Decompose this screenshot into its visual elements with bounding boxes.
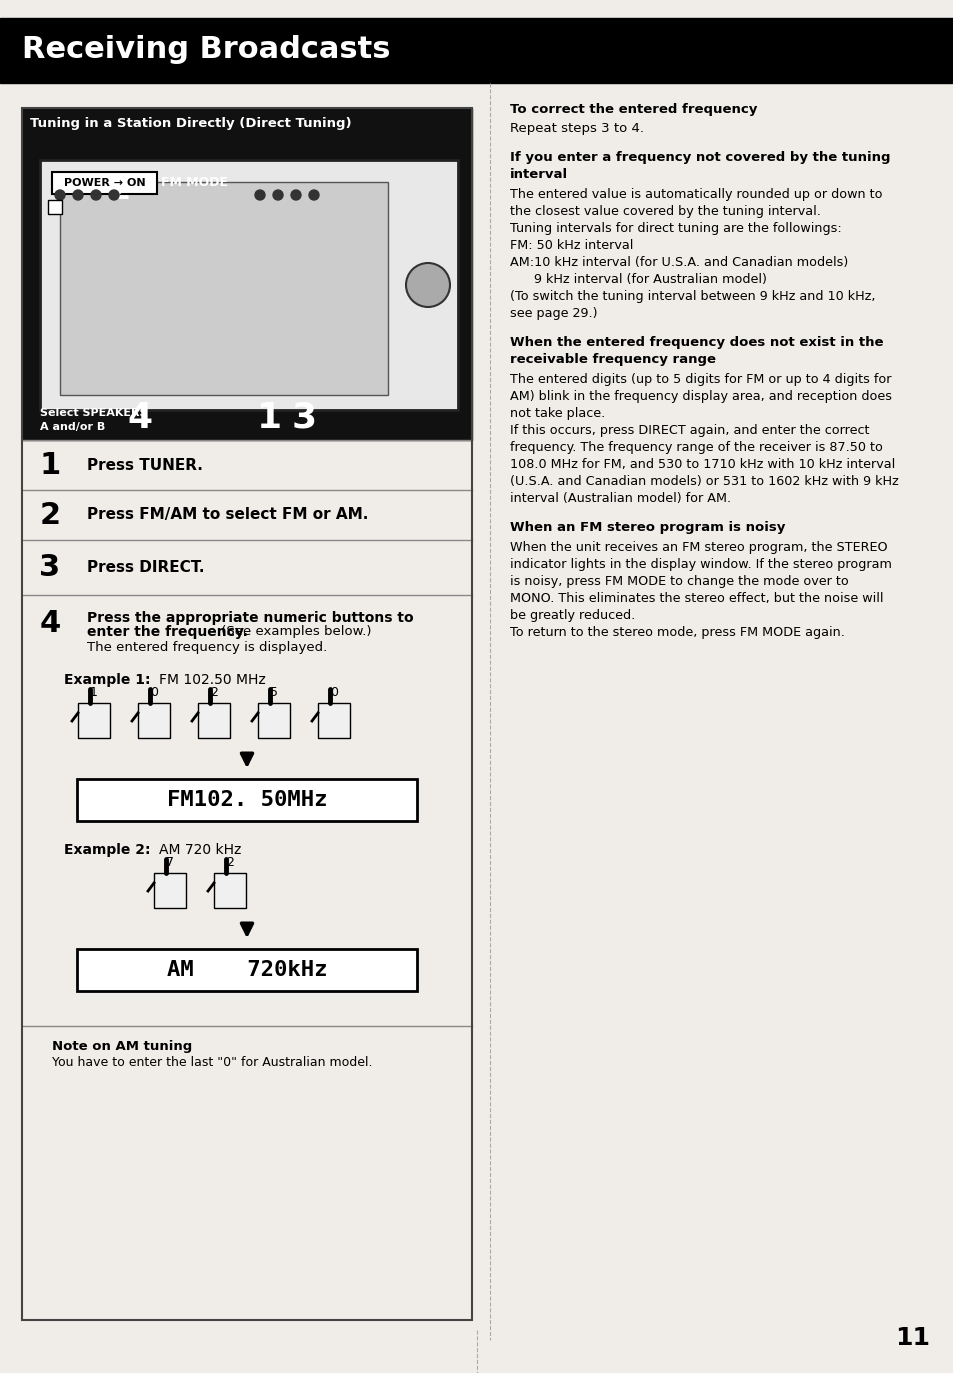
Text: AM 720 kHz: AM 720 kHz <box>159 843 241 857</box>
Bar <box>60 183 388 395</box>
Bar <box>48 200 62 214</box>
Text: be greatly reduced.: be greatly reduced. <box>510 610 635 622</box>
Text: 11: 11 <box>894 1326 929 1350</box>
Circle shape <box>55 189 65 200</box>
Bar <box>153 873 186 908</box>
Text: (U.S.A. and Canadian models) or 531 to 1602 kHz with 9 kHz: (U.S.A. and Canadian models) or 531 to 1… <box>510 475 898 487</box>
Bar <box>77 778 416 821</box>
Text: FM102. 50MHz: FM102. 50MHz <box>167 789 327 810</box>
Text: enter the frequency.: enter the frequency. <box>87 625 248 638</box>
Text: 4: 4 <box>128 401 152 435</box>
Bar <box>52 172 157 194</box>
Text: 2: 2 <box>110 176 131 205</box>
Text: Press TUNER.: Press TUNER. <box>87 457 203 472</box>
Text: indicator lights in the display window. If the stereo program: indicator lights in the display window. … <box>510 557 891 571</box>
Text: FM MODE: FM MODE <box>161 176 229 189</box>
Text: Select SPEAKERS: Select SPEAKERS <box>40 408 148 417</box>
Text: To correct the entered frequency: To correct the entered frequency <box>510 103 757 115</box>
Text: Tuning in a Station Directly (Direct Tuning): Tuning in a Station Directly (Direct Tun… <box>30 117 352 129</box>
Text: If this occurs, press DIRECT again, and enter the correct: If this occurs, press DIRECT again, and … <box>510 424 868 437</box>
Text: 1: 1 <box>39 450 61 479</box>
Text: 7: 7 <box>166 855 173 869</box>
Text: 3: 3 <box>291 401 316 435</box>
Text: 1: 1 <box>90 686 98 699</box>
Text: (To switch the tuning interval between 9 kHz and 10 kHz,: (To switch the tuning interval between 9… <box>510 290 875 303</box>
Circle shape <box>254 189 265 200</box>
Text: 0: 0 <box>330 686 337 699</box>
Circle shape <box>73 189 83 200</box>
Text: Note on AM tuning: Note on AM tuning <box>52 1039 193 1053</box>
Text: not take place.: not take place. <box>510 406 604 420</box>
Text: You have to enter the last "0" for Australian model.: You have to enter the last "0" for Austr… <box>52 1056 372 1070</box>
Bar <box>22 108 472 139</box>
Bar <box>198 703 230 739</box>
Text: AM) blink in the frequency display area, and reception does: AM) blink in the frequency display area,… <box>510 390 891 404</box>
Text: Repeat steps 3 to 4.: Repeat steps 3 to 4. <box>510 122 643 135</box>
Text: If you enter a frequency not covered by the tuning: If you enter a frequency not covered by … <box>510 151 889 163</box>
Text: A and/or B: A and/or B <box>40 422 105 432</box>
Text: POWER → ON: POWER → ON <box>64 178 145 188</box>
Circle shape <box>91 189 101 200</box>
Bar <box>77 949 416 991</box>
Text: AM    720kHz: AM 720kHz <box>167 960 327 980</box>
Text: The entered frequency is displayed.: The entered frequency is displayed. <box>87 641 327 654</box>
Bar <box>317 703 350 739</box>
Text: 3: 3 <box>39 553 60 582</box>
Bar <box>22 139 472 439</box>
Text: 2: 2 <box>39 501 60 530</box>
Circle shape <box>309 189 318 200</box>
Bar <box>138 703 170 739</box>
Text: (See examples below.): (See examples below.) <box>216 625 371 638</box>
Text: Receiving Broadcasts: Receiving Broadcasts <box>22 36 390 65</box>
Text: see page 29.): see page 29.) <box>510 308 597 320</box>
Bar <box>78 703 110 739</box>
Bar <box>40 161 457 411</box>
Text: FM: 50 kHz interval: FM: 50 kHz interval <box>510 239 633 253</box>
Text: frequency. The frequency range of the receiver is 87.50 to: frequency. The frequency range of the re… <box>510 441 882 454</box>
Circle shape <box>406 264 450 308</box>
Text: To return to the stereo mode, press FM MODE again.: To return to the stereo mode, press FM M… <box>510 626 844 638</box>
Text: The entered value is automatically rounded up or down to: The entered value is automatically round… <box>510 188 882 200</box>
Text: interval (Australian model) for AM.: interval (Australian model) for AM. <box>510 492 730 505</box>
Text: 2: 2 <box>226 855 233 869</box>
Text: is noisy, press FM MODE to change the mode over to: is noisy, press FM MODE to change the mo… <box>510 575 848 588</box>
Text: FM 102.50 MHz: FM 102.50 MHz <box>159 673 266 686</box>
Text: When an FM stereo program is noisy: When an FM stereo program is noisy <box>510 520 784 534</box>
Text: Tuning intervals for direct tuning are the followings:: Tuning intervals for direct tuning are t… <box>510 222 841 235</box>
Text: receivable frequency range: receivable frequency range <box>510 353 716 367</box>
Text: Press DIRECT.: Press DIRECT. <box>87 560 204 575</box>
Circle shape <box>291 189 301 200</box>
Text: Example 1:: Example 1: <box>64 673 151 686</box>
Bar <box>0 18 953 82</box>
Text: Press the appropriate numeric buttons to: Press the appropriate numeric buttons to <box>87 611 414 625</box>
Bar <box>22 108 472 1319</box>
Text: 2: 2 <box>210 686 217 699</box>
Text: The entered digits (up to 5 digits for FM or up to 4 digits for: The entered digits (up to 5 digits for F… <box>510 373 890 386</box>
Text: the closest value covered by the tuning interval.: the closest value covered by the tuning … <box>510 205 820 218</box>
Text: 4: 4 <box>39 608 61 637</box>
Circle shape <box>109 189 119 200</box>
Text: 5: 5 <box>270 686 277 699</box>
Text: When the entered frequency does not exist in the: When the entered frequency does not exis… <box>510 336 882 349</box>
Text: When the unit receives an FM stereo program, the STEREO: When the unit receives an FM stereo prog… <box>510 541 886 553</box>
Circle shape <box>273 189 283 200</box>
Text: 9 kHz interval (for Australian model): 9 kHz interval (for Australian model) <box>510 273 766 286</box>
Bar <box>213 873 246 908</box>
Text: MONO. This eliminates the stereo effect, but the noise will: MONO. This eliminates the stereo effect,… <box>510 592 882 605</box>
Text: 108.0 MHz for FM, and 530 to 1710 kHz with 10 kHz interval: 108.0 MHz for FM, and 530 to 1710 kHz wi… <box>510 459 894 471</box>
Text: Example 2:: Example 2: <box>64 843 151 857</box>
Bar <box>257 703 290 739</box>
Text: Press FM/AM to select FM or AM.: Press FM/AM to select FM or AM. <box>87 508 368 523</box>
Text: AM:10 kHz interval (for U.S.A. and Canadian models): AM:10 kHz interval (for U.S.A. and Canad… <box>510 255 847 269</box>
Text: 0: 0 <box>150 686 158 699</box>
Text: 1: 1 <box>257 401 282 435</box>
Text: interval: interval <box>510 168 568 181</box>
